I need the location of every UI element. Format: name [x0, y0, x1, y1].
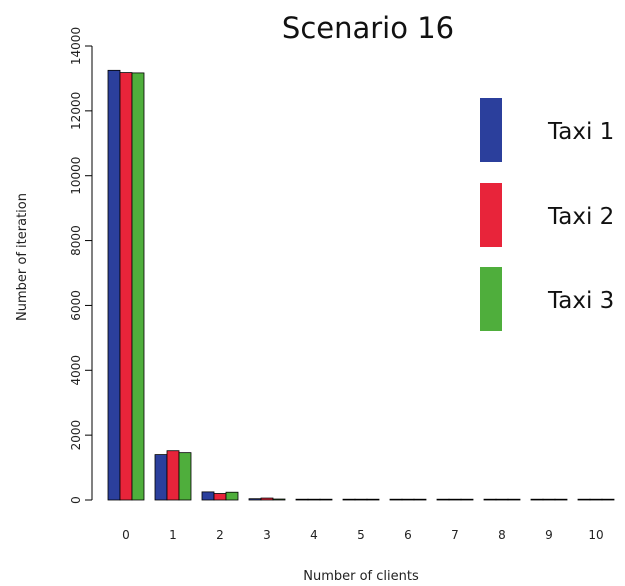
bar-taxi-2-8: [495, 498, 509, 501]
y-tick-label: 6000: [69, 290, 83, 321]
bar-taxi-3-4: [319, 498, 333, 501]
x-tick-label: 2: [216, 528, 224, 542]
y-tick-label: 12000: [69, 92, 83, 130]
bar-taxi-1-7: [436, 498, 450, 501]
bar-taxi-3-6: [413, 498, 427, 501]
bar-taxi-1-8: [483, 498, 497, 501]
bar-taxi-1-2: [201, 491, 215, 501]
y-tick-label: 14000: [69, 27, 83, 65]
bar-taxi-1-9: [530, 498, 544, 501]
bar-taxi-1-6: [389, 498, 403, 501]
bar-taxi-3-2: [225, 491, 239, 501]
bar-taxi-2-4: [307, 498, 321, 501]
y-tick-label: 8000: [69, 225, 83, 256]
bar-taxi-2-0: [119, 72, 133, 501]
chart-title: Scenario 16: [282, 11, 454, 45]
x-tick-label: 9: [545, 528, 553, 542]
bar-taxi-1-10: [577, 498, 591, 501]
legend-swatch-3: [480, 267, 502, 331]
bar-taxi-1-1: [154, 454, 168, 501]
legend-label-2: Taxi 2: [547, 204, 614, 230]
y-tick-label: 0: [69, 496, 83, 504]
bar-taxi-2-3: [260, 497, 274, 501]
legend-swatch-2: [480, 183, 502, 247]
legend: Taxi 1 Taxi 2 Taxi 3: [480, 98, 614, 331]
bar-taxi-2-2: [213, 493, 227, 501]
bars: [107, 69, 615, 501]
x-tick-label: 0: [122, 528, 130, 542]
bar-taxi-1-4: [295, 498, 309, 501]
y-tick-label: 2000: [69, 420, 83, 451]
legend-swatch-1: [480, 98, 502, 162]
y-tick-label: 4000: [69, 355, 83, 386]
x-tick-label: 8: [498, 528, 506, 542]
bar-taxi-1-3: [248, 498, 262, 501]
bar-taxi-3-10: [601, 498, 615, 501]
bar-taxi-2-6: [401, 498, 415, 501]
bar-taxi-3-8: [507, 498, 521, 501]
bar-taxi-3-0: [131, 72, 145, 501]
bar-taxi-3-5: [366, 498, 380, 501]
bar-taxi-3-7: [460, 498, 474, 501]
legend-label-1: Taxi 1: [547, 119, 614, 145]
bar-taxi-2-10: [589, 498, 603, 501]
bar-taxi-1-5: [342, 498, 356, 501]
y-axis-label: Number of iteration: [15, 193, 30, 321]
x-tick-label: 1: [169, 528, 177, 542]
bar-taxi-3-1: [178, 452, 192, 501]
x-tick-label: 5: [357, 528, 365, 542]
x-tick-label: 7: [451, 528, 459, 542]
y-axis: 0 2000 4000 6000 8000 10000 12000 14000: [69, 27, 93, 504]
bar-taxi-2-7: [448, 498, 462, 501]
x-tick-label: 3: [263, 528, 271, 542]
bar-taxi-3-3: [272, 498, 286, 501]
bar-taxi-2-5: [354, 498, 368, 501]
x-tick-label: 10: [588, 528, 603, 542]
x-axis: 0 1 2 3 4 5 6 7 8 9 10: [122, 528, 603, 542]
bar-taxi-2-9: [542, 498, 556, 501]
legend-label-3: Taxi 3: [547, 288, 614, 314]
x-tick-label: 6: [404, 528, 412, 542]
bar-taxi-2-1: [166, 450, 180, 501]
x-axis-label: Number of clients: [303, 569, 419, 584]
bar-taxi-1-0: [107, 69, 121, 501]
x-tick-label: 4: [310, 528, 318, 542]
bar-taxi-3-9: [554, 498, 568, 501]
y-tick-label: 10000: [69, 157, 83, 195]
